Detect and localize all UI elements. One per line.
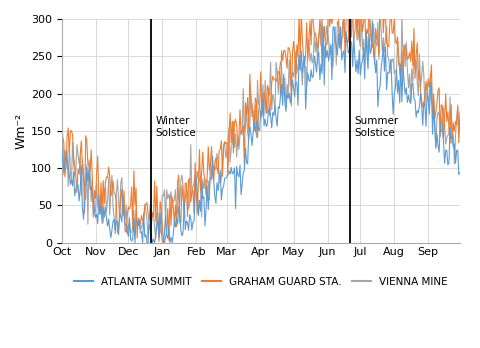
Line: GRAHAM GUARD STA.: GRAHAM GUARD STA.	[61, 0, 460, 243]
VIENNA MINE	[59, 167, 64, 171]
Text: Summer
Solstice: Summer Solstice	[355, 116, 399, 138]
Y-axis label: Wm⁻²: Wm⁻²	[15, 113, 28, 149]
ATLANTA SUMMIT	[59, 146, 64, 150]
VIENNA MINE	[169, 206, 175, 210]
VIENNA MINE	[218, 175, 224, 179]
ATLANTA SUMMIT	[441, 140, 446, 144]
GRAHAM GUARD STA.	[441, 136, 446, 140]
Text: Winter
Solstice: Winter Solstice	[156, 116, 196, 138]
ATLANTA SUMMIT	[370, 18, 375, 23]
ATLANTA SUMMIT	[221, 184, 227, 189]
GRAHAM GUARD STA.	[218, 139, 224, 143]
GRAHAM GUARD STA.	[457, 110, 463, 114]
GRAHAM GUARD STA.	[59, 124, 64, 128]
ATLANTA SUMMIT	[402, 92, 408, 96]
GRAHAM GUARD STA.	[221, 144, 227, 148]
Line: VIENNA MINE: VIENNA MINE	[61, 0, 460, 239]
GRAHAM GUARD STA.	[162, 240, 168, 245]
VIENNA MINE	[457, 118, 463, 122]
ATLANTA SUMMIT	[132, 240, 138, 245]
VIENNA MINE	[402, 64, 408, 69]
ATLANTA SUMMIT	[144, 240, 150, 244]
VIENNA MINE	[153, 237, 158, 241]
VIENNA MINE	[221, 144, 227, 148]
VIENNA MINE	[441, 105, 446, 110]
GRAHAM GUARD STA.	[143, 202, 149, 206]
ATLANTA SUMMIT	[218, 198, 224, 202]
GRAHAM GUARD STA.	[402, 43, 408, 47]
GRAHAM GUARD STA.	[169, 195, 175, 199]
VIENNA MINE	[143, 208, 149, 212]
Legend: ATLANTA SUMMIT, GRAHAM GUARD STA., VIENNA MINE: ATLANTA SUMMIT, GRAHAM GUARD STA., VIENN…	[70, 273, 452, 291]
ATLANTA SUMMIT	[169, 240, 175, 245]
ATLANTA SUMMIT	[457, 171, 463, 175]
Line: ATLANTA SUMMIT: ATLANTA SUMMIT	[61, 21, 460, 243]
